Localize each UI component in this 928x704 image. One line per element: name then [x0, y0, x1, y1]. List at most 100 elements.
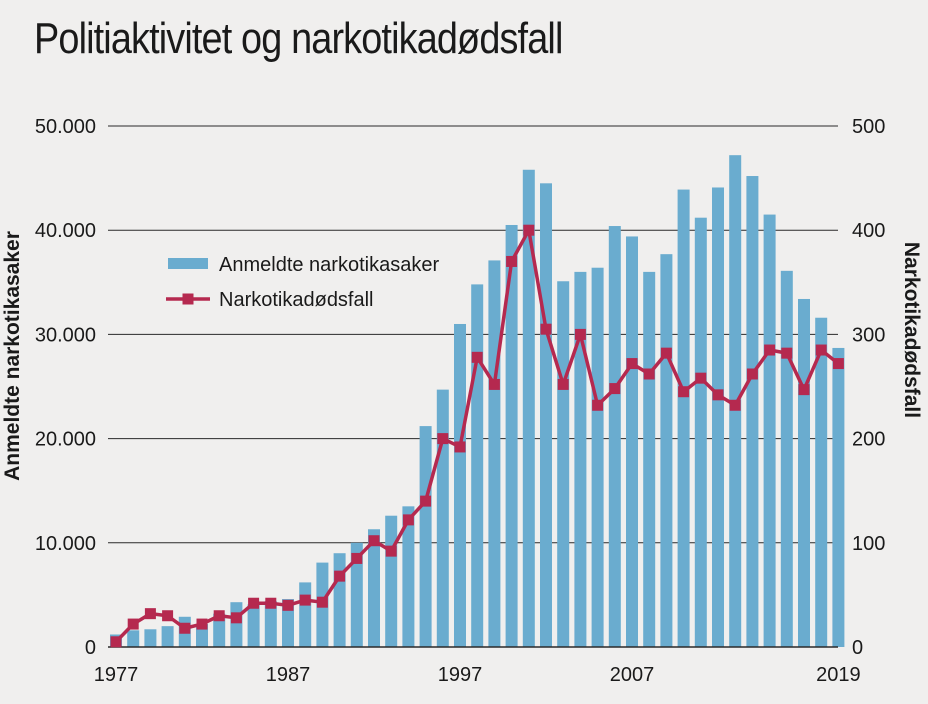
bar — [213, 613, 226, 647]
line-point — [248, 597, 260, 609]
bar — [540, 183, 552, 647]
line-point — [798, 384, 810, 396]
line-point — [488, 378, 500, 390]
line-point — [712, 389, 724, 401]
line-point — [282, 599, 294, 611]
legend-label-line: Narkotikadødsfall — [219, 289, 374, 311]
line-point — [574, 328, 586, 340]
bar — [608, 226, 621, 648]
line-point — [523, 224, 535, 236]
bar — [626, 236, 638, 647]
bar — [196, 624, 208, 647]
line-point — [746, 368, 758, 380]
line-point — [299, 594, 311, 606]
y-tick-left: 30.000 — [35, 324, 96, 346]
line-point — [540, 323, 552, 335]
bar — [488, 260, 501, 647]
line-point — [230, 612, 242, 624]
line-point — [643, 368, 655, 380]
line-point — [506, 255, 518, 267]
line-point — [368, 535, 380, 547]
line-point — [402, 514, 414, 526]
bar — [247, 604, 260, 647]
legend-label-bars: Anmeldte narkotikasaker — [219, 254, 439, 276]
line-point — [196, 618, 208, 630]
y-tick-left: 40.000 — [35, 220, 96, 242]
bar — [282, 599, 294, 647]
x-tick: 2019 — [816, 664, 861, 686]
bar — [643, 271, 656, 647]
line-point — [832, 358, 844, 370]
bar — [798, 298, 810, 647]
bar — [144, 629, 157, 647]
y-axis-left-title: Anmeldte narkotikasaker — [1, 231, 24, 481]
chart-title: Politiaktivitet og narkotikadødsfall — [34, 14, 563, 63]
line-point — [265, 597, 277, 609]
y-tick-left: 20.000 — [35, 429, 96, 451]
bar — [333, 553, 346, 647]
line-point — [316, 596, 328, 608]
y-axis-right-title: Narkotikadødsfall — [900, 242, 923, 418]
line-point — [144, 608, 156, 620]
legend-swatch-marker — [182, 293, 194, 305]
bar — [712, 187, 724, 647]
bar — [350, 542, 363, 647]
x-tick: 1987 — [266, 664, 311, 686]
y-tick-right: 400 — [852, 220, 885, 242]
bar — [127, 630, 140, 647]
bar — [746, 176, 759, 648]
bar — [385, 515, 398, 647]
line-point — [213, 610, 225, 622]
line-point — [420, 495, 432, 507]
y-tick-left: 0 — [85, 637, 96, 659]
bar — [763, 214, 776, 647]
bar — [522, 169, 535, 648]
x-tick: 1977 — [94, 664, 139, 686]
bar — [505, 224, 518, 648]
line-point — [471, 351, 483, 363]
y-tick-left: 10.000 — [35, 533, 96, 555]
line-point — [678, 386, 690, 398]
y-tick-left: 50.000 — [35, 116, 96, 138]
line-point — [609, 383, 621, 395]
bar — [454, 323, 466, 647]
y-tick-right: 300 — [852, 324, 885, 346]
line-point — [626, 358, 638, 370]
bar — [677, 189, 690, 647]
bar — [780, 270, 793, 647]
line-point — [454, 441, 466, 453]
legend-swatch-bars — [168, 258, 208, 269]
bar — [591, 267, 604, 647]
bar — [419, 426, 432, 647]
y-tick-right: 0 — [852, 637, 863, 659]
line-point — [179, 622, 191, 634]
y-tick-right: 200 — [852, 429, 885, 451]
line-point — [695, 372, 707, 384]
line-point — [127, 618, 139, 630]
bar — [299, 582, 312, 647]
x-tick: 2007 — [610, 664, 655, 686]
bar — [436, 389, 449, 647]
line-point — [351, 552, 363, 564]
line-point — [815, 344, 827, 356]
bar — [402, 506, 415, 647]
line-point — [437, 433, 449, 445]
bar — [815, 317, 828, 647]
line-point — [764, 344, 776, 356]
bar — [161, 626, 174, 647]
y-tick-right: 100 — [852, 533, 885, 555]
bar — [368, 529, 380, 647]
line-point — [385, 545, 397, 557]
line-point — [781, 347, 793, 359]
bar — [574, 271, 587, 647]
line-point — [592, 399, 604, 411]
bar — [832, 347, 845, 647]
line-point — [334, 570, 346, 582]
bar — [557, 281, 570, 647]
bar — [264, 601, 277, 647]
bar — [694, 217, 707, 648]
bar — [471, 284, 484, 647]
line-point — [660, 347, 672, 359]
